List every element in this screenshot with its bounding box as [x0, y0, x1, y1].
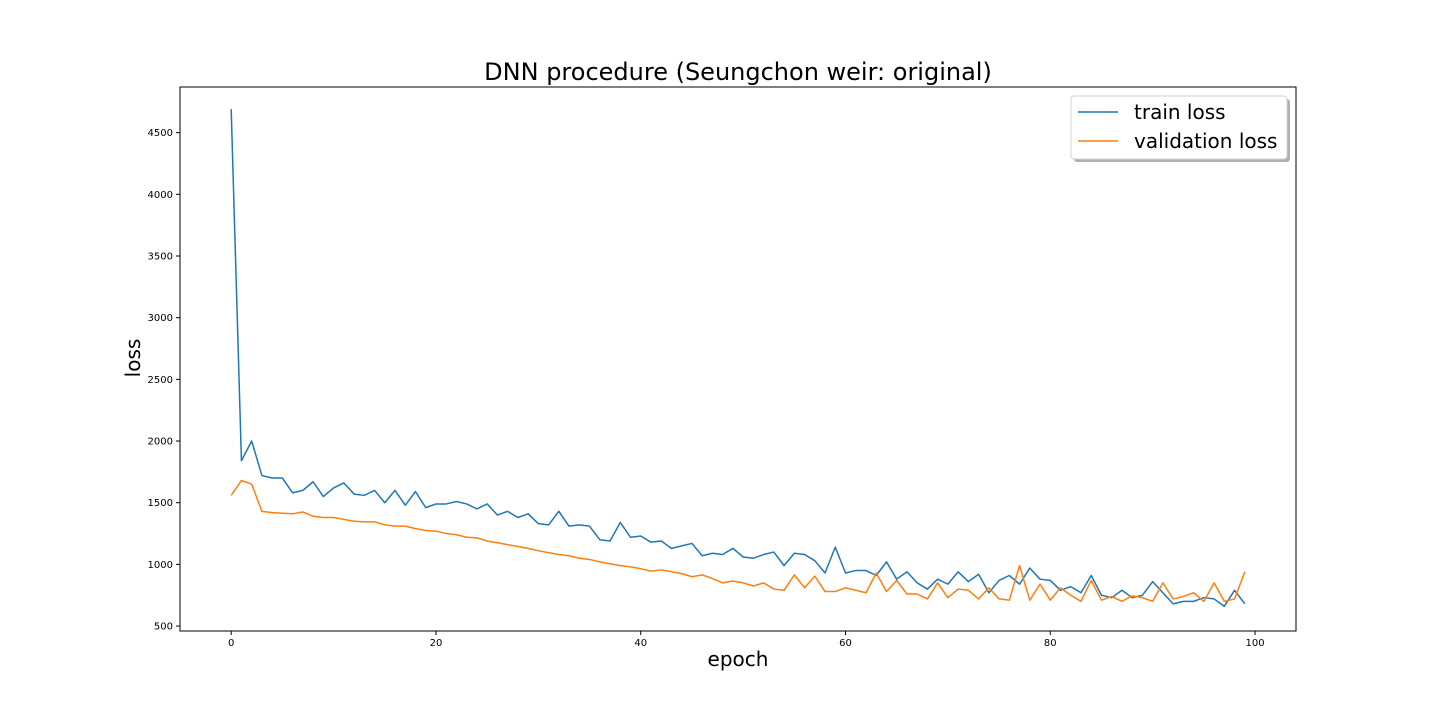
y-tick-label: 3500 — [148, 251, 173, 262]
axes-frame — [179, 86, 1297, 632]
legend-label-1: validation loss — [1134, 129, 1277, 153]
x-tick-label: 0 — [228, 638, 234, 649]
legend-label-0: train loss — [1134, 100, 1226, 124]
y-tick-label: 4000 — [148, 190, 173, 201]
x-tick-label: 80 — [1044, 638, 1057, 649]
y-tick-label: 4500 — [148, 128, 173, 139]
x-tick-label: 100 — [1245, 638, 1264, 649]
y-tick-label: 1500 — [148, 498, 173, 509]
x-tick-label: 40 — [634, 638, 647, 649]
x-axis-label: epoch — [708, 647, 769, 671]
series-line-1 — [230, 479, 1246, 603]
y-axis-label: loss — [121, 339, 145, 378]
x-tick-label: 20 — [430, 638, 443, 649]
legend: train loss validation loss — [1070, 95, 1290, 162]
y-tick-label: 3000 — [148, 313, 173, 324]
y-tick-label: 1000 — [148, 560, 173, 571]
chart-title: DNN procedure (Seungchon weir: original) — [484, 58, 992, 86]
x-tick-label: 60 — [839, 638, 852, 649]
y-tick-label: 2000 — [148, 437, 173, 448]
series-line-0 — [230, 109, 1246, 608]
y-tick-label: 2500 — [148, 375, 173, 386]
legend-box — [1070, 95, 1288, 160]
y-tick-label: 500 — [154, 622, 173, 633]
plot-area — [230, 109, 1246, 608]
axes: 0 20 40 60 80 100 500 1000 1500 2000 2500 3000 3500 4… — [148, 86, 1297, 649]
